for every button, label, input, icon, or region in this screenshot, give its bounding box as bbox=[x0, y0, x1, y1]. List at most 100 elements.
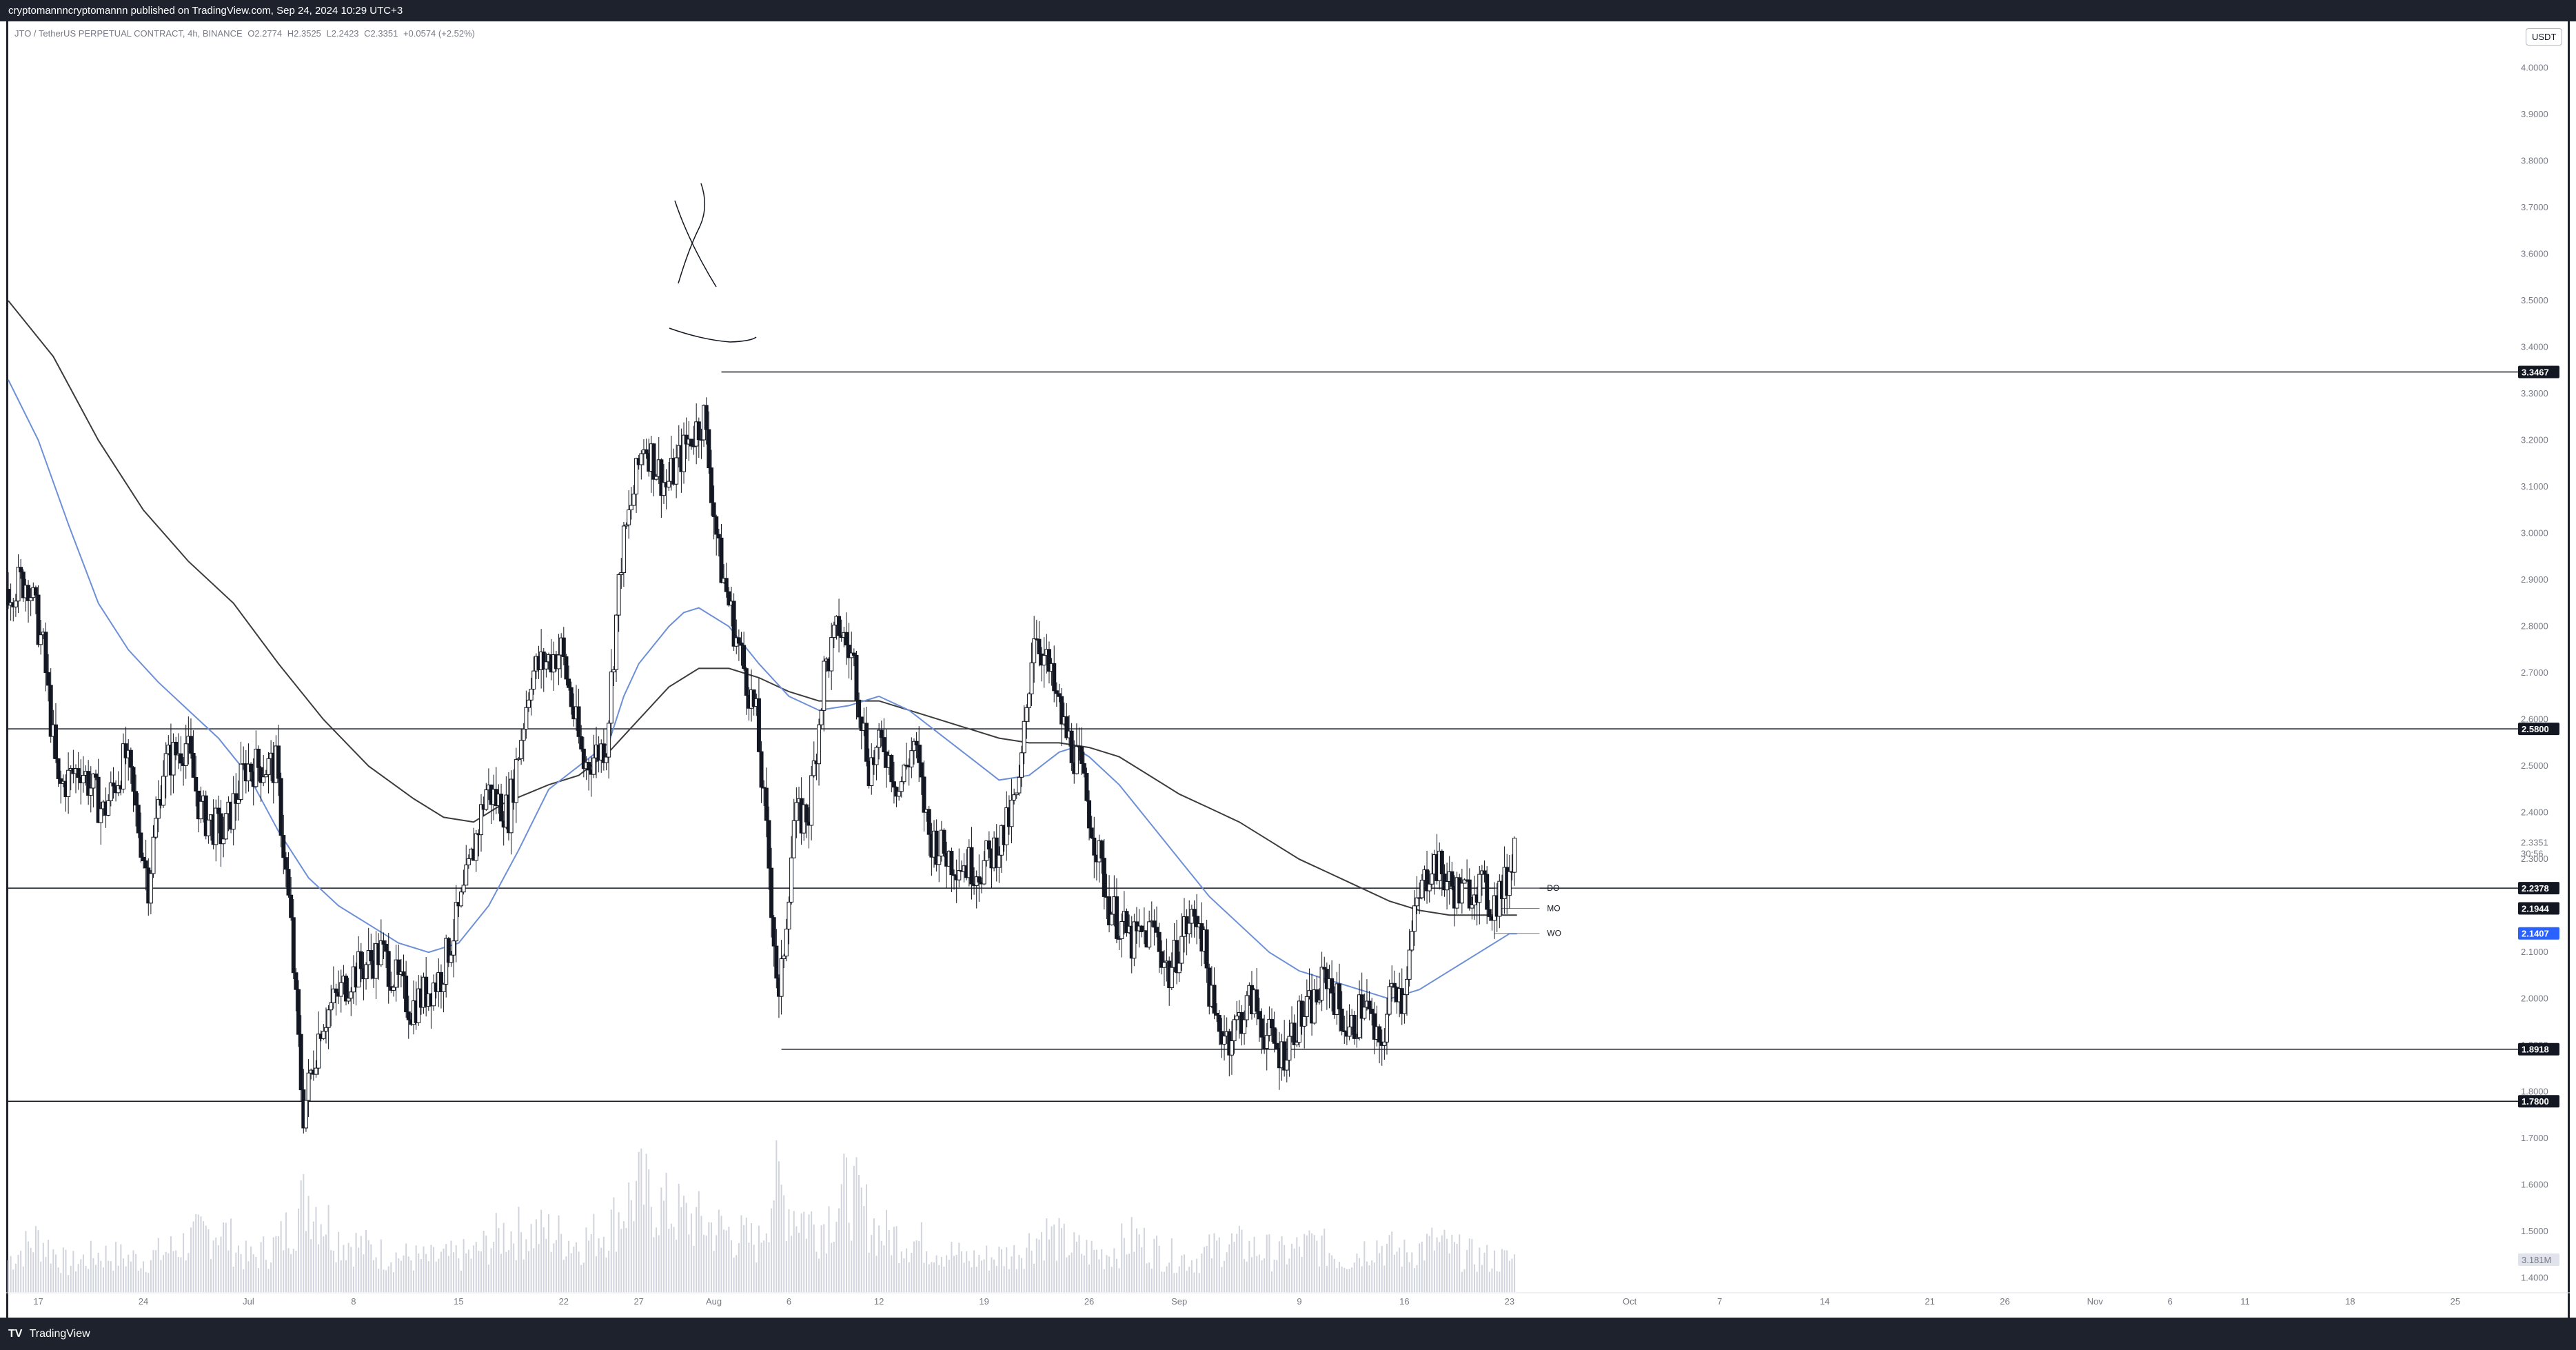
volume-bar bbox=[1250, 1257, 1252, 1292]
volume-bar bbox=[165, 1251, 167, 1292]
volume-bar bbox=[1351, 1267, 1353, 1292]
volume-bar bbox=[620, 1229, 622, 1292]
candle-up bbox=[591, 757, 596, 775]
volume-bar bbox=[1018, 1255, 1020, 1292]
volume-bar bbox=[1466, 1249, 1468, 1292]
candle-up bbox=[91, 773, 96, 789]
volume-bar bbox=[300, 1180, 302, 1292]
volume-bar bbox=[1221, 1267, 1223, 1292]
volume-bar bbox=[20, 1250, 22, 1292]
candle-up bbox=[1319, 967, 1324, 1001]
candle-up bbox=[794, 802, 799, 821]
candle-down bbox=[844, 632, 849, 646]
footer-brand[interactable]: TradingView bbox=[29, 1328, 90, 1340]
volume-bar bbox=[407, 1256, 409, 1292]
volume-bar bbox=[1093, 1249, 1095, 1292]
time-axis-tick: 26 bbox=[2000, 1296, 2009, 1307]
volume-bar bbox=[708, 1222, 710, 1292]
hand-drawing bbox=[669, 183, 757, 343]
volume-bar bbox=[1463, 1269, 1466, 1292]
time-axis[interactable]: 17 24 Jul 8 15 22 27 Aug 6 12 19 26 Sep 9 16 23 Oct 7 14 21… bbox=[6, 1292, 2570, 1307]
candle-up bbox=[609, 672, 613, 724]
candle-down bbox=[1092, 837, 1097, 856]
chart-frame[interactable]: JTO / TetherUS PERPETUAL CONTRACT, 4h, B… bbox=[6, 21, 2570, 1318]
volume-bar bbox=[330, 1250, 332, 1292]
candle-down bbox=[1339, 1008, 1344, 1031]
volume-bar bbox=[1376, 1240, 1378, 1292]
volume-bar bbox=[1136, 1228, 1138, 1292]
volume-bar bbox=[1213, 1233, 1215, 1292]
volume-bar bbox=[90, 1240, 92, 1292]
candle-up bbox=[982, 860, 986, 885]
volume-bar bbox=[963, 1262, 965, 1292]
volume-bar bbox=[48, 1240, 50, 1292]
candle-down bbox=[1052, 663, 1057, 692]
volume-bar bbox=[618, 1212, 620, 1292]
candle-up bbox=[1242, 1019, 1247, 1034]
price-chart[interactable]: DO MO WO 4.0000 3.9000 3.8000 3.7000 3.6000 3.5… bbox=[6, 21, 2570, 1318]
frame-left-border bbox=[6, 21, 8, 1318]
currency-button[interactable]: USDT bbox=[2526, 28, 2563, 46]
volume-bar bbox=[1406, 1252, 1408, 1292]
candle-down bbox=[882, 737, 886, 753]
time-axis-tick: Aug bbox=[706, 1296, 722, 1307]
volume-bar bbox=[1133, 1251, 1135, 1292]
candle-down bbox=[188, 736, 193, 754]
volume-bar bbox=[676, 1240, 678, 1292]
candle-down bbox=[644, 449, 649, 454]
volume-bar bbox=[1086, 1240, 1088, 1292]
candle-up bbox=[621, 525, 626, 574]
volume-bar bbox=[1448, 1253, 1450, 1292]
volume-bar bbox=[1403, 1239, 1406, 1292]
volume-bar bbox=[780, 1185, 782, 1292]
candle-up bbox=[619, 572, 624, 575]
volume-bar bbox=[768, 1242, 770, 1292]
candles[interactable] bbox=[6, 397, 1517, 1134]
candle-down bbox=[564, 656, 569, 680]
candle-down bbox=[977, 876, 982, 883]
time-axis-tick: 18 bbox=[2345, 1296, 2355, 1307]
candle-down bbox=[131, 767, 136, 792]
candle-down bbox=[298, 1034, 303, 1091]
volume-bar bbox=[1115, 1258, 1117, 1292]
time-axis-tick: 12 bbox=[874, 1296, 884, 1307]
price-axis-tick: 2.4000 bbox=[2521, 807, 2548, 818]
volume-bar bbox=[988, 1270, 990, 1292]
candle-up bbox=[1414, 897, 1419, 907]
volume-bar bbox=[145, 1271, 147, 1292]
volume-bar bbox=[1061, 1228, 1063, 1292]
volume-bar bbox=[1098, 1259, 1100, 1292]
volume-bar bbox=[1138, 1234, 1140, 1292]
hand-drawn-x-stroke bbox=[674, 200, 717, 288]
candle-up bbox=[326, 1009, 331, 1028]
horizontal-levels[interactable]: DO MO WO bbox=[8, 371, 2519, 1102]
candle-up bbox=[458, 891, 463, 907]
candle-down bbox=[696, 421, 701, 440]
candle-up bbox=[1177, 963, 1181, 974]
volume-bar bbox=[1028, 1233, 1030, 1292]
volume-bar bbox=[183, 1233, 185, 1292]
volume-bar bbox=[600, 1247, 602, 1292]
time-axis-tick: Oct bbox=[1623, 1296, 1637, 1307]
tradingview-logo-icon[interactable]: TV bbox=[8, 1328, 23, 1340]
volume-bar bbox=[403, 1255, 405, 1292]
volume-bar bbox=[788, 1209, 790, 1292]
volume-bar bbox=[570, 1253, 572, 1292]
candle-up bbox=[1317, 1000, 1321, 1003]
candle-down bbox=[1152, 920, 1157, 928]
candle-down bbox=[1292, 1022, 1297, 1045]
candle-up bbox=[214, 807, 219, 845]
candle-up bbox=[531, 670, 536, 690]
volume-bar bbox=[260, 1242, 262, 1292]
candle-up bbox=[1229, 1040, 1234, 1056]
candle-down bbox=[651, 443, 656, 480]
candle-up bbox=[151, 836, 156, 874]
price-axis[interactable]: 4.0000 3.9000 3.8000 3.7000 3.6000 3.5000 3.40… bbox=[2521, 63, 2548, 1283]
candle-up bbox=[474, 833, 478, 861]
volume-bar bbox=[410, 1260, 412, 1292]
symbol-title[interactable]: JTO / TetherUS PERPETUAL CONTRACT, 4h, B… bbox=[14, 28, 243, 39]
volume-bar bbox=[243, 1269, 245, 1292]
volume-bar bbox=[898, 1263, 900, 1292]
volume-bar bbox=[1073, 1232, 1075, 1292]
volume-bar bbox=[906, 1248, 908, 1292]
